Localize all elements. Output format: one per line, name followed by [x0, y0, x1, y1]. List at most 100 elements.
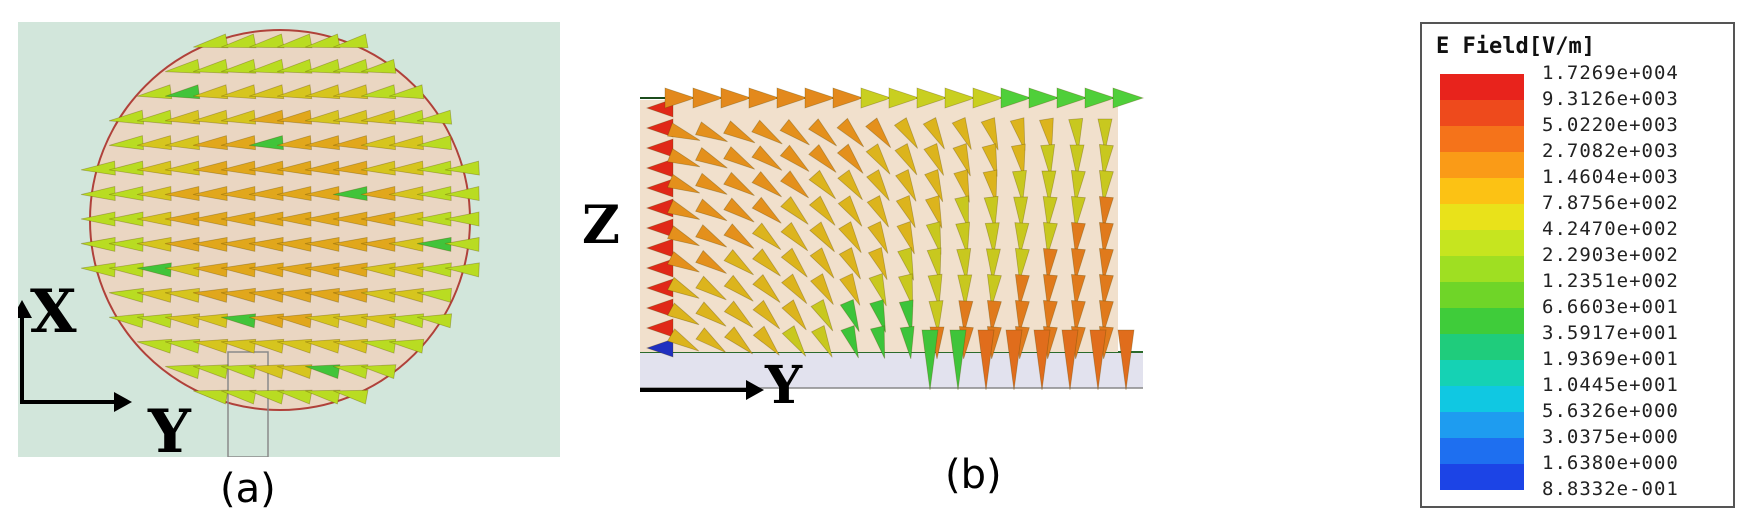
field-arrow	[986, 300, 1002, 334]
field-arrow	[388, 109, 425, 125]
field-arrow	[304, 160, 340, 176]
field-arrow	[164, 135, 200, 151]
field-arrow	[1070, 248, 1086, 282]
field-arrow	[165, 364, 201, 380]
legend-value: 1.2351e+002	[1542, 270, 1679, 292]
field-arrow	[193, 389, 229, 405]
field-arrow	[723, 248, 754, 276]
field-arrow	[751, 222, 782, 251]
field-arrow	[984, 222, 1000, 256]
field-arrow	[808, 169, 836, 200]
field-arrow	[645, 318, 674, 338]
field-arrow	[136, 109, 173, 125]
field-arrow	[333, 338, 369, 354]
field-arrow	[751, 170, 782, 198]
field-arrow	[867, 220, 889, 254]
field-arrow	[444, 160, 480, 176]
field-arrow	[645, 258, 674, 278]
field-arrow	[1014, 300, 1030, 334]
field-arrow	[305, 84, 341, 100]
field-arrow	[193, 84, 229, 100]
field-arrow	[695, 275, 727, 301]
field-arrow	[444, 262, 480, 278]
axis-label-y-b: Y	[765, 355, 803, 416]
legend-value: 7.8756e+002	[1542, 192, 1679, 214]
field-arrow	[893, 117, 919, 149]
field-arrow	[193, 58, 229, 74]
field-arrow	[808, 144, 837, 173]
legend-value: 1.4604e+003	[1542, 166, 1679, 188]
field-arrow	[776, 87, 809, 109]
field-arrow	[164, 160, 200, 176]
field-arrow	[136, 313, 173, 329]
field-arrow	[944, 87, 977, 109]
field-arrow	[137, 338, 173, 354]
field-arrow	[276, 313, 313, 329]
field-arrow	[1070, 196, 1086, 230]
field-arrow	[108, 135, 144, 151]
field-arrow	[896, 221, 915, 255]
legend-value: 2.2903e+002	[1542, 244, 1679, 266]
legend-value: 1.6380e+000	[1542, 452, 1679, 474]
y-axis-arrowhead-b	[746, 380, 764, 400]
field-arrow	[248, 135, 284, 151]
axis-label-y: Y	[148, 397, 191, 467]
field-arrow	[839, 272, 861, 306]
field-arrow	[956, 248, 972, 282]
field-arrow	[723, 120, 756, 144]
field-arrow	[869, 325, 886, 359]
field-arrow	[1098, 196, 1114, 230]
field-arrow	[248, 109, 285, 125]
field-arrow	[276, 262, 312, 278]
field-arrow	[360, 160, 396, 176]
field-arrow	[248, 262, 284, 278]
field-arrow	[810, 299, 834, 332]
field-arrow	[444, 236, 480, 252]
field-arrow	[221, 364, 257, 380]
field-arrow	[695, 327, 727, 353]
field-arrow	[248, 287, 284, 303]
field-arrow	[695, 249, 727, 274]
field-arrow	[389, 84, 425, 100]
field-arrow	[165, 58, 201, 74]
field-arrow	[305, 58, 341, 74]
field-arrow	[666, 199, 700, 220]
field-arrow	[695, 301, 727, 327]
field-arrow	[838, 247, 861, 280]
field-arrow	[416, 287, 452, 303]
legend-value-list: 1.7269e+004 9.3126e+003 5.0220e+003 2.7082e…	[1542, 60, 1679, 502]
field-arrow	[926, 247, 942, 281]
field-arrow	[667, 122, 701, 141]
legend-value: 3.5917e+001	[1542, 322, 1679, 344]
field-arrow	[923, 142, 945, 176]
field-arrow	[952, 143, 971, 177]
field-arrow	[332, 135, 368, 151]
legend-swatch	[1440, 204, 1524, 230]
field-arrow	[1069, 144, 1085, 178]
y-axis-arrowhead	[114, 392, 132, 412]
legend-swatch	[1440, 464, 1524, 490]
field-arrow	[924, 195, 943, 229]
field-arrow	[332, 287, 368, 303]
field-arrow	[645, 338, 674, 358]
field-arrow	[1010, 143, 1026, 177]
field-arrow	[1117, 329, 1135, 391]
field-arrow	[894, 143, 918, 176]
legend-value: 5.0220e+003	[1542, 114, 1679, 136]
field-arrow	[723, 171, 755, 197]
field-arrow	[304, 313, 341, 329]
legend-value: 2.7082e+003	[1542, 140, 1679, 162]
substrate-layer	[640, 352, 1143, 388]
field-arrow	[666, 276, 700, 299]
legend-swatch	[1440, 438, 1524, 464]
field-arrow	[955, 221, 971, 255]
field-arrow	[868, 273, 887, 307]
field-arrow	[781, 325, 807, 357]
field-arrow	[360, 313, 397, 329]
field-arrow	[751, 248, 781, 277]
field-arrow	[361, 58, 397, 74]
field-arrow	[1084, 87, 1117, 109]
field-arrow	[388, 160, 424, 176]
field-arrow	[897, 273, 914, 307]
field-arrow	[751, 145, 783, 171]
